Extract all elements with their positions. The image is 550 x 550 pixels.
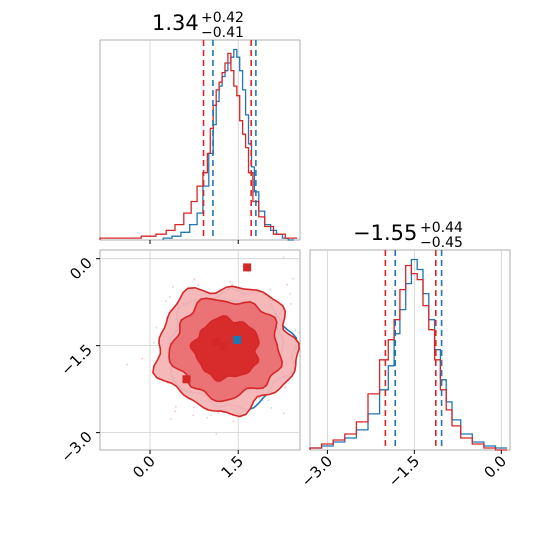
scatter-point [153,341,155,344]
scatter-point [269,288,272,291]
histogram-param1-red [99,52,298,240]
scatter-point [232,420,235,423]
scatter-point [172,286,174,288]
scatter-point [217,411,220,414]
scatter-point [192,406,195,409]
scatter-point [141,357,143,360]
marker-blue-0 [233,335,242,344]
scatter-point [210,414,212,417]
scatter-point [169,309,171,311]
scatter-point [294,329,296,332]
tick-label-joint-x-0: 0.0 [129,452,159,482]
scatter-point [215,433,218,435]
tick-label-param2-x-1: −1.5 [385,452,423,490]
tick-label-joint-x-1: 1.5 [217,452,247,482]
scatter-point [155,326,158,329]
scatter-point [258,397,260,399]
tick-label-param2-x-2: 0.0 [481,452,511,482]
title-param2-value: −1.55 [353,221,417,245]
joint-panel: 0.0 1.5 −3.0 −1.5 0.0 [57,249,301,482]
title-param1-plus: +0.42 [201,10,244,26]
marginal-frame-param1 [99,39,301,241]
title-param1-value: 1.34 [152,11,199,35]
tick-label-param2-x-0: −3.0 [298,452,336,490]
scatter-point [126,363,128,366]
scatter-point [165,300,167,303]
histogram-param2-blue [309,258,508,450]
title-param2-plus: +0.44 [420,220,463,236]
scatter-point [174,410,177,413]
tick-label-joint-y-2: 0.0 [66,254,96,284]
marker-red-4 [243,263,252,272]
marker-red-3 [182,375,191,384]
title-param2: −1.55 +0.44 −0.45 [353,220,463,251]
scatter-point [193,278,196,281]
scatter-point [229,281,231,283]
marginal-panel-param2: −3.0 −1.5 0.0 [298,249,511,491]
scatter-point [289,292,292,295]
marginal-panel-param1 [99,39,301,244]
scatter-point [169,296,171,298]
tick-label-joint-y-0: −3.0 [57,428,95,466]
title-param1: 1.34 +0.42 −0.41 [152,10,244,41]
scatter-point [169,418,172,420]
marginal-frame-param2 [309,249,511,451]
scatter-point [270,407,273,409]
scatter-point [298,332,300,334]
scatter-point [192,414,195,417]
scatter-point [175,405,177,408]
scatter-point [206,416,208,419]
scatter-point [292,277,294,280]
tick-label-joint-y-1: −1.5 [57,341,95,379]
title-param2-minus: −0.45 [420,235,463,251]
scatter-point [282,412,285,415]
scatter-point [290,303,292,305]
scatter-point [197,284,200,286]
marker-red-2 [219,342,228,351]
title-param1-minus: −0.41 [201,25,244,41]
histogram-param2-red [309,264,508,451]
scatter-point [282,256,285,259]
scatter-point [267,399,269,401]
scatter-point [284,386,287,388]
marker-red-1 [211,338,220,347]
scatter-point [286,283,288,286]
scatter-point [167,382,169,385]
scatter-point [247,270,249,273]
scatter-point [231,283,233,286]
scatter-point [261,399,264,402]
